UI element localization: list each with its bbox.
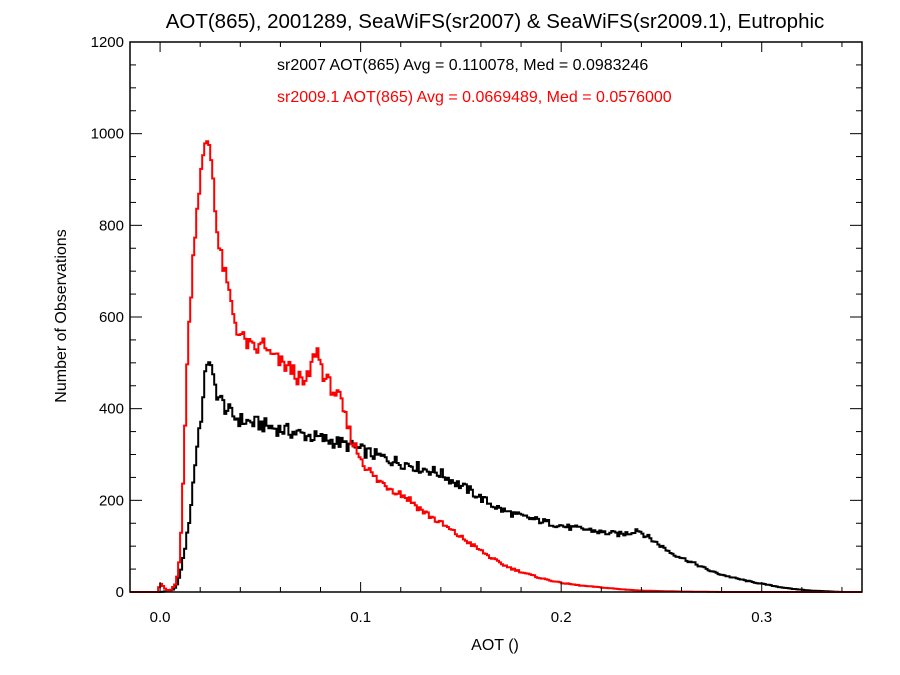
series-line-0 [130, 361, 862, 593]
x-tick-label: 0.2 [551, 609, 572, 626]
annotation-sr2009: sr2009.1 AOT(865) Avg = 0.0669489, Med =… [277, 89, 672, 106]
y-tick-label: 200 [99, 492, 124, 509]
x-tick-label: 0.0 [150, 609, 171, 626]
y-tick-label: 1200 [91, 34, 124, 51]
y-axis-label: Number of Observations [53, 229, 70, 402]
y-tick-label: 400 [99, 401, 124, 418]
y-tick-label: 800 [99, 217, 124, 234]
annotation-sr2007: sr2007 AOT(865) Avg = 0.110078, Med = 0.… [277, 57, 648, 74]
chart-title: AOT(865), 2001289, SeaWiFS(sr2007) & Sea… [166, 10, 825, 33]
x-axis-label: AOT () [471, 637, 519, 654]
y-tick-label: 0 [116, 584, 124, 601]
x-tick-label: 0.1 [350, 609, 371, 626]
x-tick-label: 0.3 [751, 609, 772, 626]
y-tick-label: 600 [99, 309, 124, 326]
plot-area: 0.0 0.1 0.2 0.3 0 200 400 600 800 1000 1200 [91, 34, 863, 626]
y-tick-label: 1000 [91, 126, 124, 143]
